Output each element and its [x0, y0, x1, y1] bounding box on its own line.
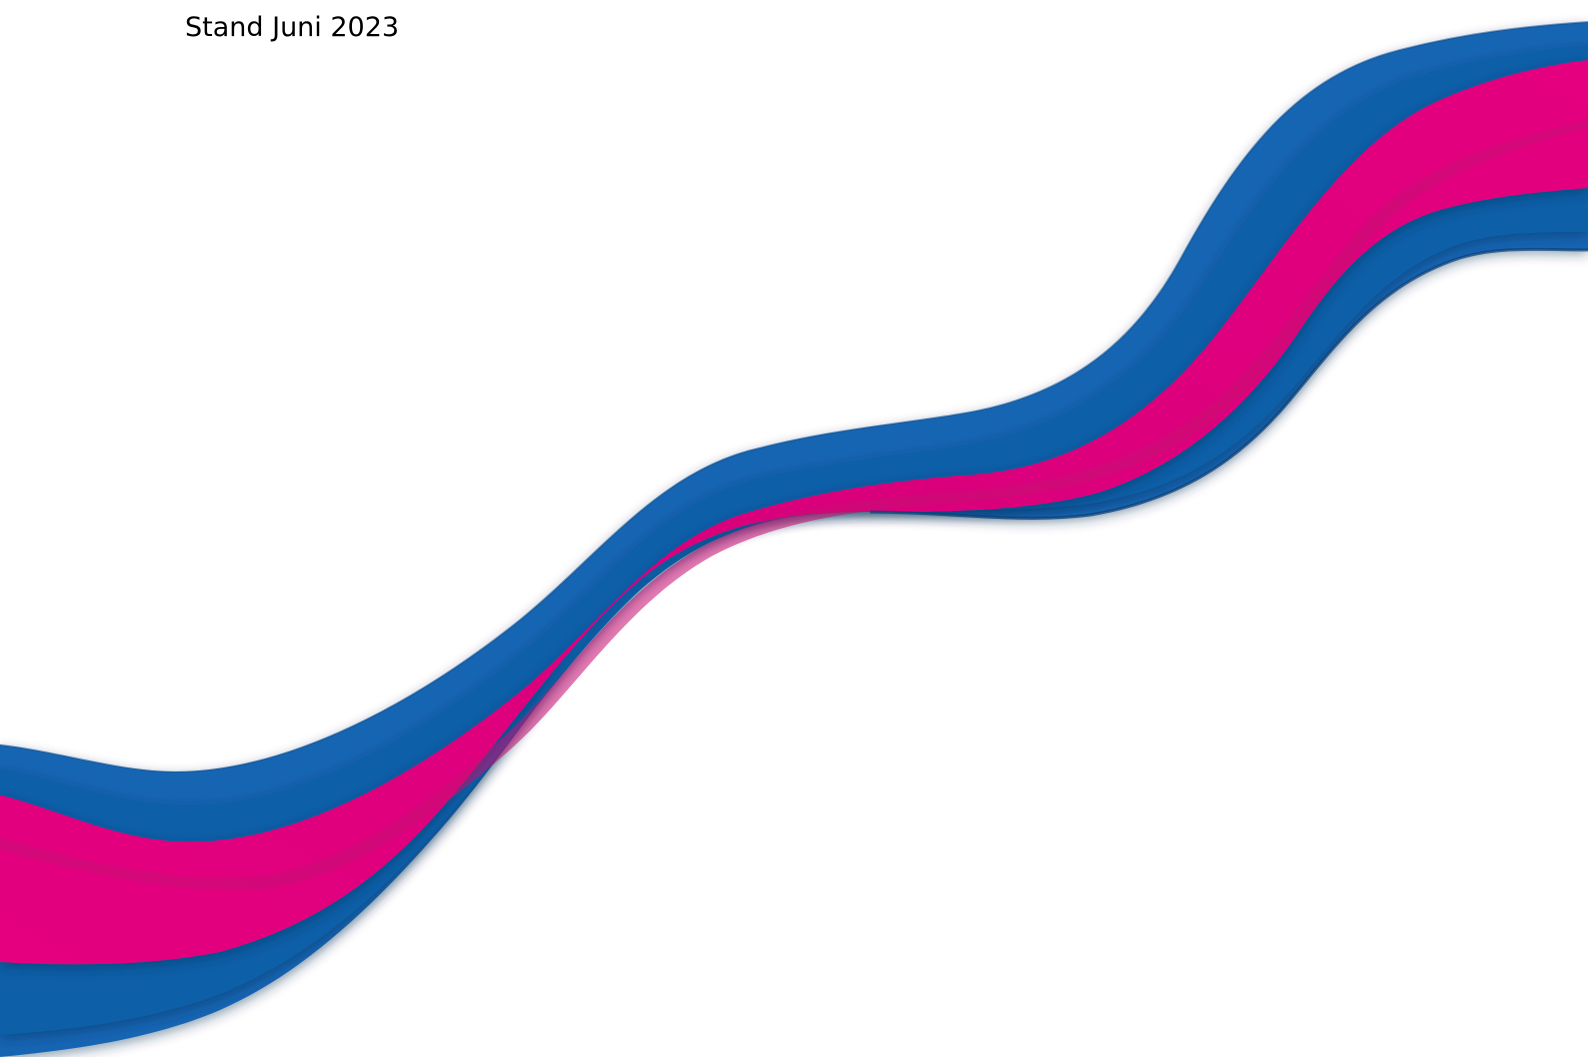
decorative-wave-graphic	[0, 0, 1588, 1057]
document-cover-page: Stand Juni 2023	[0, 0, 1588, 1057]
